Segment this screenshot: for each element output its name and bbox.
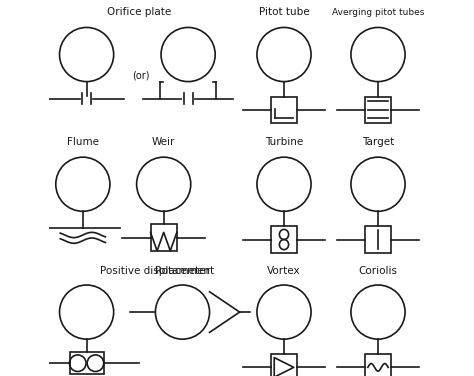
Text: Vortex: Vortex — [267, 266, 301, 276]
Bar — [365, 354, 391, 376]
Text: Orifice plate: Orifice plate — [107, 7, 172, 17]
Bar — [151, 224, 177, 251]
Text: Positive displacement: Positive displacement — [100, 266, 214, 276]
Bar — [271, 226, 297, 253]
Text: Averging pitot tubes: Averging pitot tubes — [332, 8, 424, 17]
Text: Pitot tube: Pitot tube — [259, 7, 310, 17]
Text: Flume: Flume — [67, 136, 99, 147]
Text: Rotameter: Rotameter — [155, 266, 210, 276]
Bar — [271, 354, 297, 376]
Text: (or): (or) — [132, 70, 150, 80]
Bar — [365, 97, 391, 123]
Text: Target: Target — [362, 136, 394, 147]
Bar — [365, 226, 391, 253]
Text: Weir: Weir — [152, 136, 175, 147]
Text: Turbine: Turbine — [265, 136, 303, 147]
Text: Coriolis: Coriolis — [358, 266, 398, 276]
Bar — [271, 97, 297, 123]
Bar — [70, 352, 103, 374]
